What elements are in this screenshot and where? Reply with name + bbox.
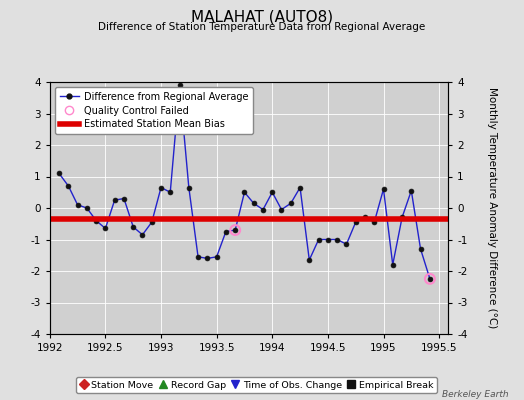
Y-axis label: Monthly Temperature Anomaly Difference (°C): Monthly Temperature Anomaly Difference (… [487,87,497,329]
Point [425,276,434,282]
Point [231,227,239,233]
Legend: Station Move, Record Gap, Time of Obs. Change, Empirical Break: Station Move, Record Gap, Time of Obs. C… [77,377,437,393]
Text: Berkeley Earth: Berkeley Earth [442,390,508,399]
Text: MALAHAT (AUTO8): MALAHAT (AUTO8) [191,10,333,25]
Legend: Difference from Regional Average, Quality Control Failed, Estimated Station Mean: Difference from Regional Average, Qualit… [54,87,253,134]
Text: Difference of Station Temperature Data from Regional Average: Difference of Station Temperature Data f… [99,22,425,32]
